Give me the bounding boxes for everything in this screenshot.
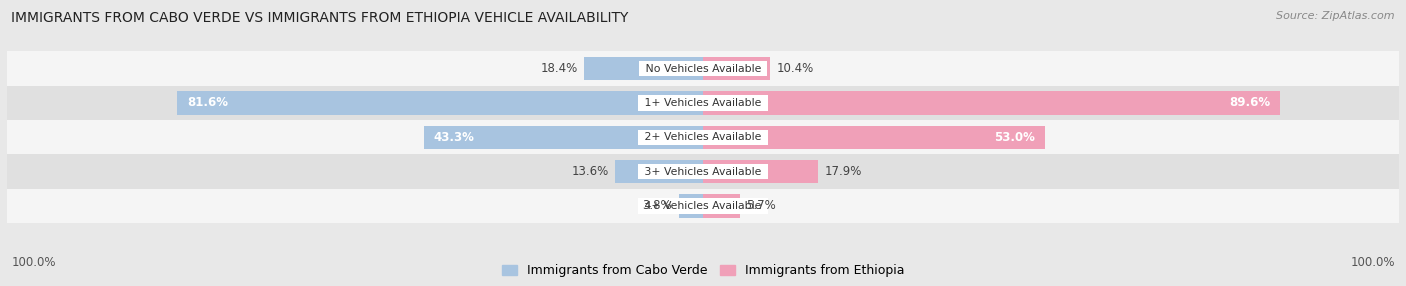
Bar [0,86,1406,120]
Text: 53.0%: 53.0% [994,131,1035,144]
Bar [0,154,1406,189]
Text: Source: ZipAtlas.com: Source: ZipAtlas.com [1277,11,1395,21]
Text: 2+ Vehicles Available: 2+ Vehicles Available [641,132,765,142]
Text: 1+ Vehicles Available: 1+ Vehicles Available [641,98,765,108]
Bar [0,51,1406,86]
Bar [616,160,703,183]
Bar [585,57,703,80]
Legend: Immigrants from Cabo Verde, Immigrants from Ethiopia: Immigrants from Cabo Verde, Immigrants f… [496,259,910,282]
Bar [703,160,818,183]
Text: IMMIGRANTS FROM CABO VERDE VS IMMIGRANTS FROM ETHIOPIA VEHICLE AVAILABILITY: IMMIGRANTS FROM CABO VERDE VS IMMIGRANTS… [11,11,628,25]
Text: 18.4%: 18.4% [541,62,578,75]
Bar [703,126,1045,149]
Bar [679,194,703,218]
Bar [177,91,703,115]
Bar [0,120,1406,154]
Text: 81.6%: 81.6% [187,96,228,110]
Bar [703,194,740,218]
Text: 10.4%: 10.4% [776,62,814,75]
Bar [703,91,1281,115]
Text: 100.0%: 100.0% [1350,256,1395,269]
Text: 89.6%: 89.6% [1230,96,1271,110]
Text: No Vehicles Available: No Vehicles Available [641,64,765,74]
Text: 3+ Vehicles Available: 3+ Vehicles Available [641,167,765,176]
Bar [703,57,770,80]
Text: 17.9%: 17.9% [825,165,862,178]
Text: 43.3%: 43.3% [433,131,474,144]
Text: 100.0%: 100.0% [11,256,56,269]
Bar [0,189,1406,223]
Text: 4+ Vehicles Available: 4+ Vehicles Available [641,201,765,211]
Bar [425,126,703,149]
Text: 13.6%: 13.6% [572,165,609,178]
Text: 3.8%: 3.8% [643,199,672,212]
Text: 5.7%: 5.7% [747,199,776,212]
